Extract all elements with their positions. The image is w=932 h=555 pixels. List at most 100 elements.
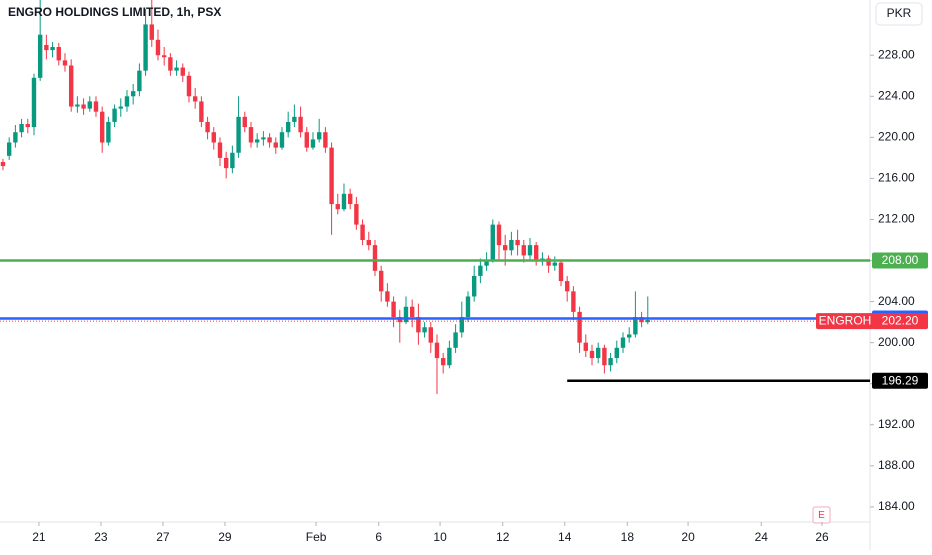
candle-body (577, 311, 582, 343)
currency[interactable]: PKR (887, 6, 912, 20)
candle-body (292, 116, 297, 122)
x-tick-label: 29 (218, 530, 232, 544)
candle-body (93, 101, 99, 112)
chart-title: ENGRO HOLDINGS LIMITED, 1h, PSX (8, 5, 221, 19)
x-tick-label: 10 (433, 530, 447, 544)
candle-body (174, 67, 179, 71)
candle-body (416, 316, 421, 333)
candle-body (99, 111, 105, 143)
y-tick-label: 212.00 (878, 212, 915, 226)
candle-body (56, 47, 61, 61)
candle-body (509, 240, 514, 251)
candle-body (168, 57, 173, 71)
candle-body (155, 39, 161, 56)
candle-body (25, 124, 30, 128)
candle-body (360, 224, 365, 241)
candle-body (161, 55, 167, 58)
candle-body (130, 91, 136, 97)
candle-body (645, 320, 650, 323)
candle-body (143, 24, 148, 71)
candle-body (6, 142, 12, 156)
candle-body (521, 245, 526, 256)
candle-body (298, 116, 303, 133)
y-tick-label: 200.00 (878, 335, 915, 349)
candle-body (68, 65, 74, 107)
candle-body (81, 104, 86, 109)
candle-body (223, 157, 229, 169)
x-tick-label: 12 (496, 530, 510, 544)
candle-body (124, 96, 130, 107)
candle-body (267, 137, 272, 143)
candle-body (50, 47, 55, 51)
x-tick-label: 18 (621, 530, 635, 544)
candle-body (571, 291, 576, 312)
x-tick-label: 6 (375, 530, 382, 544)
candle-body (62, 60, 68, 66)
candle-body (614, 347, 619, 359)
candle-body (87, 101, 92, 109)
candle-body (459, 316, 464, 333)
candle-body (37, 34, 43, 78)
candle-body (13, 132, 18, 143)
event-marker-label[interactable]: E (818, 510, 825, 521)
candle-body (230, 152, 235, 169)
candle-body (484, 260, 489, 266)
candle-body (273, 142, 278, 148)
x-tick-label: 24 (755, 530, 769, 544)
candle-body (440, 358, 446, 366)
symbol-box (816, 313, 874, 330)
candle-body (385, 291, 390, 302)
candle-body (595, 347, 601, 359)
candle-body (347, 193, 353, 205)
candle-body (137, 70, 142, 92)
y-tick-label: 228.00 (878, 47, 915, 61)
last-price-box (872, 313, 928, 330)
candle-body (502, 245, 508, 251)
candle-body (279, 132, 285, 148)
y-tick-label: 184.00 (878, 499, 915, 513)
plot-area (0, 0, 650, 394)
candle-body (205, 121, 210, 133)
candle-body (106, 121, 111, 143)
currency-box[interactable] (875, 2, 923, 26)
candle-body (366, 240, 371, 246)
candle-body (236, 116, 241, 153)
candle-body (564, 281, 570, 292)
candle-body (428, 327, 433, 343)
candle-body (211, 132, 216, 143)
x-tick-label: 14 (558, 530, 572, 544)
candle-body (0, 161, 6, 167)
candle-body (546, 258, 551, 266)
x-tick-label: 27 (156, 530, 170, 544)
candle-body (186, 75, 192, 97)
level-label-box (872, 252, 928, 269)
candle-body (31, 77, 37, 128)
candle-body (254, 139, 260, 143)
y-tick-label: 192.00 (878, 417, 915, 431)
candle-body (304, 132, 309, 148)
candle-body (180, 67, 185, 76)
candle-body (112, 108, 117, 122)
candle-body (248, 127, 254, 143)
candle-body (316, 132, 322, 140)
candle-body (192, 96, 198, 102)
candle-body (589, 350, 595, 359)
candle-body (447, 347, 452, 366)
x-tick-label: 20 (681, 530, 695, 544)
candle-body (335, 204, 340, 210)
candle-body (434, 342, 440, 359)
candle-body (372, 245, 378, 271)
candle-body (323, 132, 328, 148)
x-tick-label: Feb (306, 530, 327, 544)
candle-body (199, 101, 204, 122)
candle-body (341, 193, 347, 210)
candle-body (527, 245, 533, 256)
candle-body (217, 142, 223, 158)
candle-body (354, 204, 359, 225)
y-tick-label: 216.00 (878, 171, 915, 185)
candle-body (310, 139, 316, 148)
event-marker[interactable] (812, 506, 831, 524)
candle-body (378, 270, 384, 292)
candle-body (490, 224, 495, 261)
